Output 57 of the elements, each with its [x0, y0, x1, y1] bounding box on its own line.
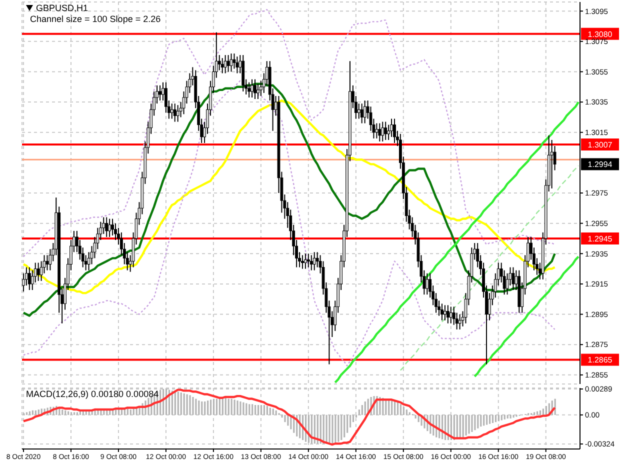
line-series — [22, 388, 556, 446]
annotation: 1.2994 — [588, 160, 613, 170]
candlestick — [170, 103, 174, 120]
ref-line-label: 1.3007 — [588, 140, 613, 150]
candlestick — [378, 122, 382, 142]
chart-title: GBPUSD,H1 — [35, 3, 90, 14]
ref-line-label: 1.2865 — [588, 356, 613, 365]
candlestick — [426, 272, 429, 296]
line-series — [474, 256, 580, 378]
candlestick — [220, 58, 224, 74]
candlestick — [440, 303, 444, 321]
candlestick — [375, 122, 378, 139]
candlestick — [458, 314, 462, 330]
candlestick — [232, 53, 236, 70]
text: Channel size = 100 Slope = 2.26 — [30, 14, 161, 25]
candlestick — [312, 252, 316, 271]
candlestick — [304, 253, 307, 270]
candlestick — [114, 222, 117, 240]
candlestick — [306, 253, 310, 268]
candlestick — [390, 118, 393, 138]
candlestick — [173, 103, 176, 122]
candlestick — [158, 84, 162, 102]
candlestick — [301, 254, 304, 270]
candlestick — [256, 83, 260, 100]
ref-line-label: 1.2945 — [588, 234, 613, 244]
candlestick — [224, 54, 227, 74]
candlestick — [111, 218, 114, 236]
candlestick — [105, 216, 108, 238]
candlestick — [381, 121, 384, 142]
candlestick — [230, 53, 233, 72]
candlestick — [512, 266, 515, 291]
candlestick — [449, 306, 452, 324]
candlestick — [108, 218, 112, 238]
candlestick — [236, 56, 239, 74]
ref-line-label: 1.3080 — [588, 30, 613, 39]
candlestick — [384, 121, 388, 140]
candlestick — [360, 103, 364, 124]
line-series — [334, 100, 580, 384]
candlestick — [310, 254, 313, 271]
candlestick — [393, 118, 396, 144]
candlestick — [363, 100, 366, 124]
line-series — [400, 165, 580, 371]
candlestick — [36, 262, 40, 282]
line-series — [22, 80, 556, 366]
chart-title: MACD(12,26,9) 0.00180 0.00084 — [26, 389, 159, 400]
candlestick — [357, 103, 360, 120]
candlestick — [176, 104, 180, 122]
candlestick — [46, 254, 49, 271]
candlestick — [452, 306, 456, 326]
candlestick — [446, 304, 450, 324]
candlestick — [218, 54, 221, 71]
candlestick — [28, 266, 31, 291]
candlestick — [254, 78, 256, 100]
candlestick — [248, 82, 251, 98]
candlestick — [550, 139, 554, 189]
candlestick — [444, 304, 446, 321]
candlestick — [250, 78, 254, 98]
